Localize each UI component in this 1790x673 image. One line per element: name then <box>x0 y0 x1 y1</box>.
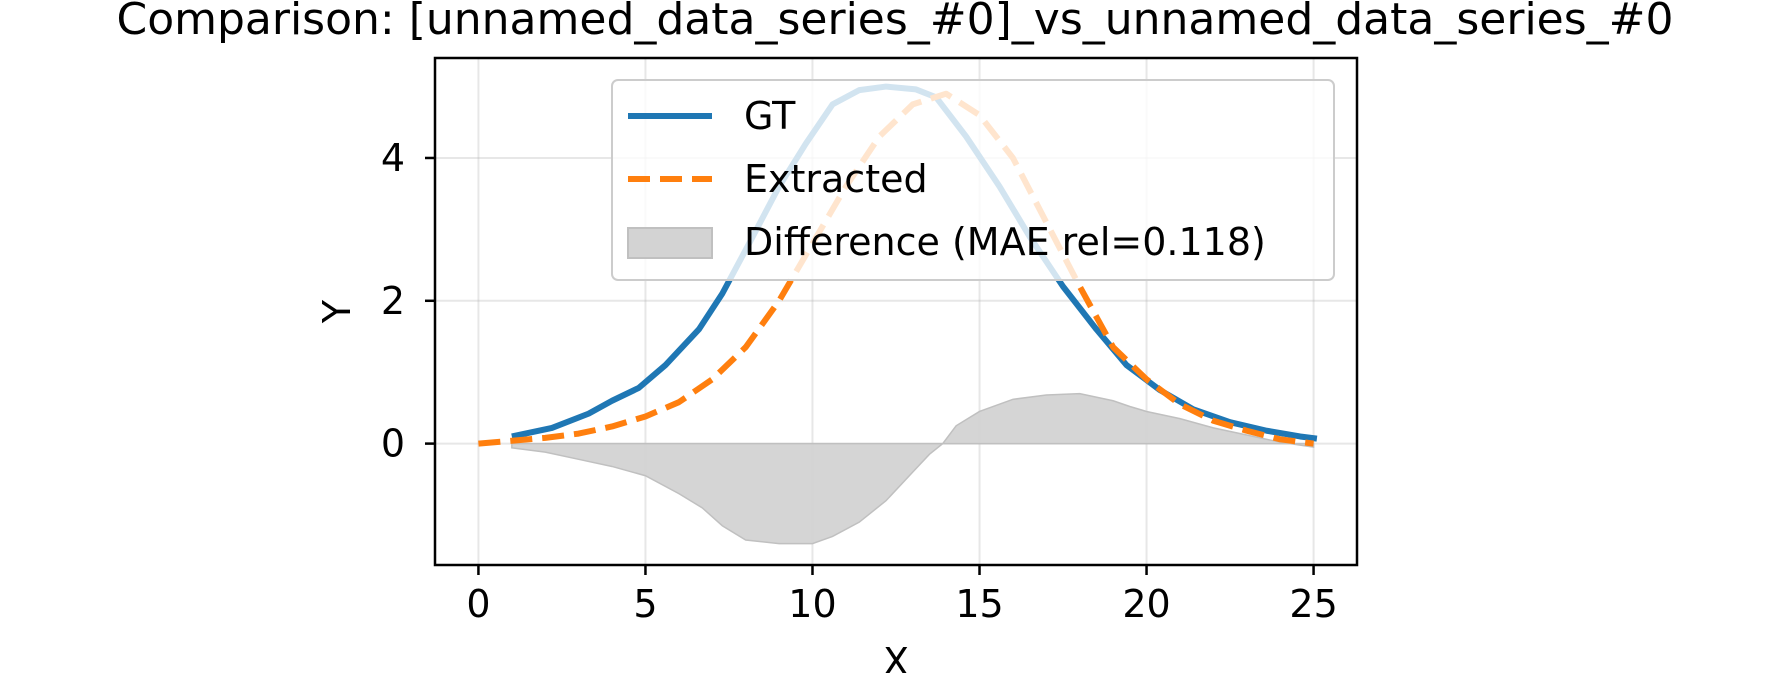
x-axis-label: X <box>883 640 909 673</box>
axes: 0 5 10 15 20 25 0 2 4 <box>381 56 1359 626</box>
legend-swatch-difference <box>627 227 713 259</box>
difference-area <box>511 392 1315 545</box>
legend-label: Extracted <box>744 157 928 201</box>
legend: GT Extracted Difference (MAE rel=0.118) <box>611 79 1335 281</box>
x-tick-label: 20 <box>1122 582 1170 626</box>
x-tick-label: 15 <box>955 582 1003 626</box>
x-tick-label: 0 <box>466 582 490 626</box>
legend-box <box>611 79 1335 281</box>
legend-label: GT <box>744 94 796 138</box>
y-axis-label: Y <box>315 299 359 324</box>
plot-frame <box>433 56 1359 567</box>
x-tick-label: 5 <box>633 582 657 626</box>
y-tick-label: 0 <box>381 422 405 466</box>
difference-area-layer <box>511 392 1315 545</box>
x-tick-label: 25 <box>1289 582 1337 626</box>
x-tick-label: 10 <box>788 582 836 626</box>
legend-label: Difference (MAE rel=0.118) <box>744 220 1266 264</box>
y-tick-label: 2 <box>381 279 405 323</box>
y-tick-label: 4 <box>381 136 405 180</box>
chart-title: Comparison: [unnamed_data_series_#0]_vs_… <box>116 0 1673 45</box>
